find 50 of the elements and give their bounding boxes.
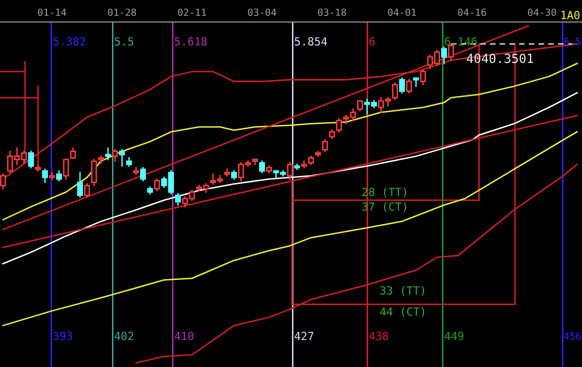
candlestick (119, 149, 125, 167)
x-tick-label: 01-28 (108, 8, 136, 16)
annotation: 5.854 (294, 37, 327, 46)
candlestick (322, 139, 328, 152)
annotation: 5.382 (53, 37, 86, 46)
candlestick (420, 69, 426, 86)
candlestick (42, 168, 48, 183)
candlestick (112, 149, 118, 162)
candlestick (70, 147, 76, 159)
text: 438 (369, 332, 388, 340)
text: 427 (294, 332, 314, 340)
x-tick-label: 04-01 (388, 8, 416, 16)
x-tick-label: 01-14 (38, 8, 66, 16)
x-tick-label: 03-18 (318, 8, 346, 16)
annotation: 6.5 (564, 38, 581, 46)
x-tick-label: 03-04 (248, 8, 276, 16)
candlestick (140, 166, 146, 182)
x-tick-label: 04-30 (528, 8, 556, 16)
text: 33 (TT) (380, 286, 424, 296)
candlestick (84, 183, 90, 198)
x-tick-label: 04-16 (458, 8, 486, 16)
candlestick (0, 173, 6, 190)
candlestick (91, 158, 97, 186)
candlestick (399, 77, 405, 94)
candlestick (406, 79, 412, 94)
text: 393 (53, 332, 72, 340)
candlestick (28, 150, 34, 168)
text: 456 (564, 332, 581, 340)
candlestick (175, 192, 181, 206)
annotation: 5.618 (174, 37, 207, 46)
candlestick (357, 100, 363, 112)
text: 1A0 (562, 10, 580, 20)
x-tick-label: 02-11 (178, 8, 206, 16)
candlestick (63, 158, 69, 180)
candlestick (77, 172, 83, 198)
annotation: 5.5 (114, 37, 134, 46)
candlestick (392, 82, 398, 100)
text: 449 (444, 332, 464, 340)
text: 402 (114, 332, 134, 340)
candlestick (105, 147, 111, 160)
candlestick (56, 170, 62, 182)
candlestick (259, 160, 265, 174)
candlestick (287, 162, 293, 180)
text: 410 (174, 332, 194, 340)
annotation: 6 (369, 37, 375, 46)
candlestick (154, 178, 160, 192)
annotation: 6.146 (444, 37, 477, 46)
candlestick (336, 118, 342, 133)
candlestick (441, 46, 447, 64)
text: 44 (CT) (380, 307, 424, 318)
